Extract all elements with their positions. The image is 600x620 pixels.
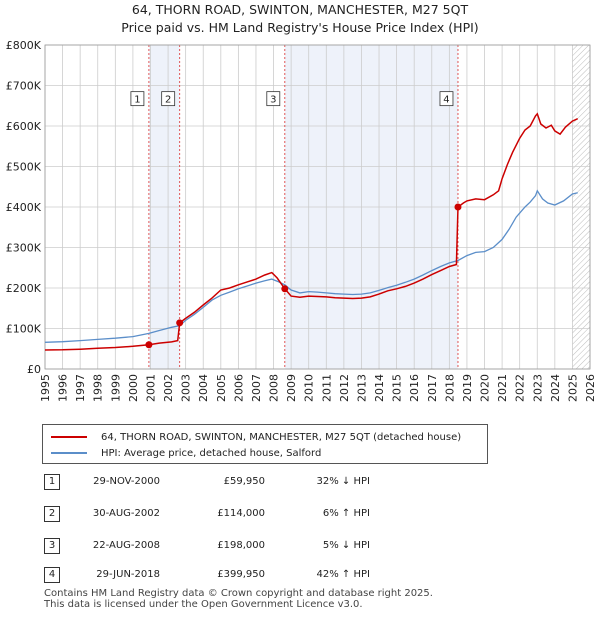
sale-number-box [439, 91, 454, 107]
chart-subtitle: Price paid vs. HM Land Registry's House … [121, 20, 479, 35]
legend-item-hpi: HPI: Average price, detached house, Salf… [51, 446, 321, 460]
footer: Contains HM Land Registry data © Crown c… [44, 588, 433, 610]
x-tick-label: 2022 [514, 374, 527, 402]
x-tick-label: 2000 [127, 374, 140, 402]
x-tick-label: 2005 [215, 374, 228, 402]
footer-licence: This data is licensed under the Open Gov… [44, 599, 363, 610]
sale-number-badge: 4 [44, 567, 60, 583]
x-tick-label: 2007 [250, 374, 263, 402]
x-tick-label: 2021 [496, 374, 509, 402]
x-tick-label: 2001 [144, 374, 157, 402]
y-tick-label: £200K [6, 282, 42, 295]
x-tick-label: 2024 [549, 374, 562, 402]
x-tick-label: 2002 [162, 374, 175, 402]
footer-copyright: Contains HM Land Registry data © Crown c… [44, 588, 433, 599]
x-tick-label: 2026 [584, 374, 597, 402]
x-tick-label: 2014 [373, 374, 386, 402]
sale-number-label: 4 [443, 95, 449, 106]
sale-point [281, 285, 289, 293]
sale-number-badge: 2 [44, 506, 60, 522]
plot-frame [44, 44, 591, 370]
sale-date: 29-NOV-2000 [93, 476, 160, 487]
x-tick-label: 1996 [57, 374, 70, 402]
table-row: 2 30-AUG-2002 £114,000 6% ↑ HPI [0, 506, 600, 526]
sale-point [145, 341, 153, 349]
legend-item-property: 64, THORN ROAD, SWINTON, MANCHESTER, M27… [51, 430, 461, 444]
sale-number-label: 1 [134, 95, 140, 106]
x-tick-label: 2010 [303, 374, 316, 402]
x-tick-label: 2025 [566, 374, 579, 402]
sale-number-badge: 1 [44, 474, 60, 490]
sale-date: 30-AUG-2002 [92, 508, 160, 519]
legend-label-property: 64, THORN ROAD, SWINTON, MANCHESTER, M27… [101, 431, 462, 443]
y-tick-label: £600K [6, 120, 42, 133]
sale-price: £399,950 [217, 569, 265, 580]
sale-point [176, 319, 184, 327]
sale-price: £114,000 [217, 508, 265, 519]
y-tick-label: £700K [6, 80, 42, 93]
x-tick-label: 2015 [391, 374, 404, 402]
sale-number-badge: 3 [44, 538, 60, 554]
legend-swatch-hpi [51, 452, 87, 454]
legend-label-hpi: HPI: Average price, detached house, Salf… [101, 447, 322, 459]
table-row: 1 29-NOV-2000 £59,950 32% ↓ HPI [0, 474, 600, 494]
sale-point [454, 203, 462, 211]
x-tick-label: 2023 [531, 374, 544, 402]
sale-price: £198,000 [217, 540, 265, 551]
x-tick-label: 1999 [109, 374, 122, 402]
chart-title: 64, THORN ROAD, SWINTON, MANCHESTER, M27… [131, 2, 469, 17]
x-tick-label: 2006 [232, 374, 245, 402]
sale-number-box [130, 91, 145, 107]
x-tick-label: 1997 [74, 374, 87, 402]
x-tick-label: 2012 [338, 374, 351, 402]
x-tick-label: 2016 [408, 374, 421, 402]
sale-hpi-diff: 6% ↑ HPI [322, 508, 370, 519]
price-chart: 1 2 3 4 £0 £100K £200K £300K £400K £500K £600K £700… [6, 39, 597, 402]
x-tick-label: 2008 [268, 374, 281, 402]
y-tick-label: £0 [27, 363, 41, 376]
sale-hpi-diff: 32% ↓ HPI [316, 476, 370, 487]
x-tick-label: 2017 [426, 374, 439, 402]
sale-price: £59,950 [223, 476, 265, 487]
x-tick-label: 2018 [443, 374, 456, 402]
y-tick-label: £800K [6, 39, 42, 52]
x-tick-label: 1998 [92, 374, 105, 402]
y-tick-label: £100K [6, 323, 42, 336]
y-tick-label: £400K [6, 201, 42, 214]
sale-hpi-diff: 5% ↓ HPI [322, 540, 370, 551]
x-tick-label: 2003 [180, 374, 193, 402]
x-tick-label: 2020 [479, 374, 492, 402]
table-row: 3 22-AUG-2008 £198,000 5% ↓ HPI [0, 538, 600, 558]
y-tick-label: £300K [6, 242, 42, 255]
y-tick-label: £500K [6, 161, 42, 174]
legend-swatch-property [51, 436, 87, 438]
hpi-line [44, 189, 578, 343]
sale-number-box [161, 91, 176, 107]
x-tick-label: 2019 [461, 374, 474, 402]
x-tick-label: 2009 [285, 374, 298, 402]
x-tick-label: 2013 [355, 374, 368, 402]
table-row: 4 29-JUN-2018 £399,950 42% ↑ HPI [0, 567, 600, 587]
x-tick-label: 1995 [39, 374, 52, 402]
x-tick-label: 2011 [320, 374, 333, 402]
x-tick-label: 2004 [197, 374, 210, 402]
property-price-line [44, 112, 579, 351]
sale-number-box [266, 91, 281, 107]
sale-number-label: 3 [270, 95, 276, 106]
sale-hpi-diff: 42% ↑ HPI [316, 569, 370, 580]
legend: 64, THORN ROAD, SWINTON, MANCHESTER, M27… [42, 424, 488, 464]
sale-number-label: 2 [165, 95, 171, 106]
sale-date: 29-JUN-2018 [96, 569, 160, 580]
sale-date: 22-AUG-2008 [92, 540, 160, 551]
